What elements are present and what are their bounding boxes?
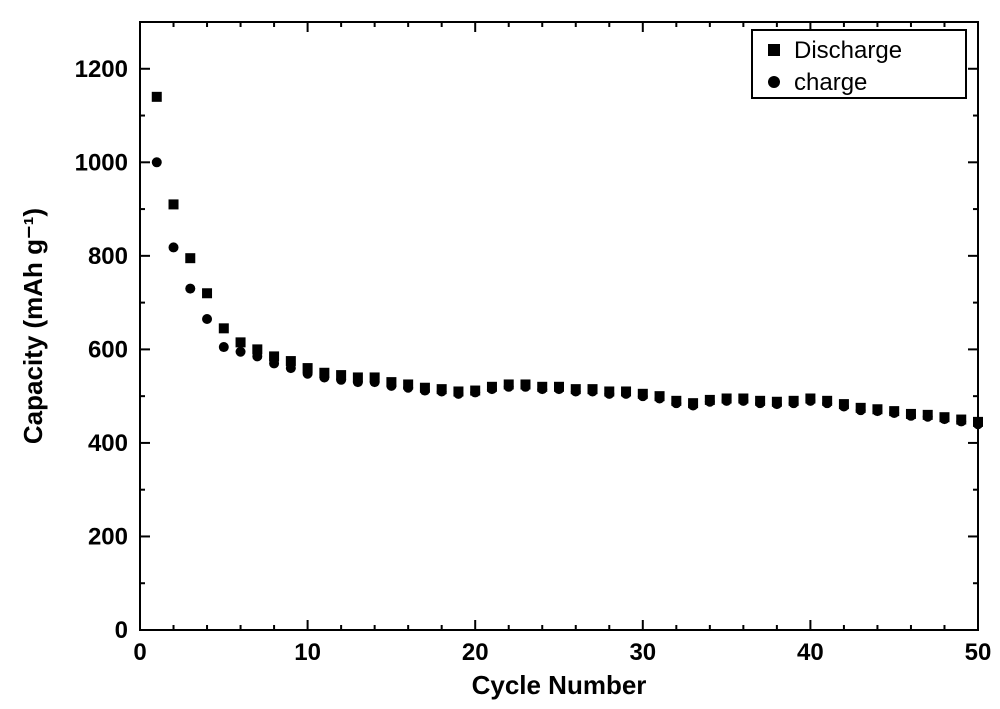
- marker-discharge: [169, 199, 179, 209]
- marker-charge: [621, 389, 631, 399]
- marker-charge: [386, 381, 396, 391]
- y-tick-label: 1000: [75, 149, 128, 176]
- marker-charge: [554, 384, 564, 394]
- x-tick-label: 50: [965, 639, 992, 666]
- marker-charge: [236, 347, 246, 357]
- legend-label: Discharge: [794, 37, 902, 64]
- marker-discharge: [219, 323, 229, 333]
- marker-charge: [671, 398, 681, 408]
- marker-charge: [437, 386, 447, 396]
- marker-discharge: [152, 92, 162, 102]
- x-tick-label: 10: [294, 639, 321, 666]
- marker-charge: [571, 386, 581, 396]
- legend-marker-square: [768, 44, 780, 56]
- marker-charge: [453, 389, 463, 399]
- marker-charge: [755, 398, 765, 408]
- marker-charge: [336, 375, 346, 385]
- marker-charge: [520, 382, 530, 392]
- marker-charge: [906, 411, 916, 421]
- y-tick-label: 1200: [75, 56, 128, 83]
- y-tick-label: 400: [88, 430, 128, 457]
- marker-charge: [370, 377, 380, 387]
- marker-charge: [688, 401, 698, 411]
- legend-marker-circle: [768, 76, 780, 88]
- marker-charge: [303, 369, 313, 379]
- marker-charge: [604, 389, 614, 399]
- marker-charge: [169, 242, 179, 252]
- x-tick-label: 40: [797, 639, 824, 666]
- marker-discharge: [185, 253, 195, 263]
- marker-charge: [856, 405, 866, 415]
- marker-charge: [638, 391, 648, 401]
- marker-charge: [537, 384, 547, 394]
- x-tick-label: 20: [462, 639, 489, 666]
- legend-label: charge: [794, 69, 867, 96]
- y-tick-label: 0: [115, 617, 128, 644]
- marker-charge: [939, 414, 949, 424]
- marker-charge: [219, 342, 229, 352]
- marker-charge: [269, 358, 279, 368]
- chart-svg: 0 10 20 30 40 50 0 200 400 600 800 1000 1200 Cycle Nu…: [0, 0, 1000, 709]
- marker-charge: [420, 386, 430, 396]
- marker-charge: [353, 377, 363, 387]
- marker-charge: [822, 398, 832, 408]
- marker-charge: [738, 396, 748, 406]
- marker-charge: [889, 408, 899, 418]
- marker-charge: [956, 416, 966, 426]
- y-axis-label: Capacity (mAh g⁻¹): [18, 208, 48, 444]
- y-tick-label: 600: [88, 336, 128, 363]
- marker-charge: [772, 399, 782, 409]
- marker-charge: [872, 406, 882, 416]
- marker-charge: [286, 363, 296, 373]
- y-tick-label: 800: [88, 243, 128, 270]
- marker-charge: [705, 397, 715, 407]
- marker-charge: [839, 401, 849, 411]
- marker-charge: [470, 387, 480, 397]
- marker-charge: [655, 393, 665, 403]
- marker-charge: [403, 383, 413, 393]
- marker-charge: [789, 398, 799, 408]
- marker-charge: [185, 284, 195, 294]
- marker-charge: [487, 384, 497, 394]
- x-axis-label: Cycle Number: [472, 670, 647, 700]
- capacity-cycle-chart: 0 10 20 30 40 50 0 200 400 600 800 1000 1200 Cycle Nu…: [0, 0, 1000, 709]
- marker-charge: [319, 372, 329, 382]
- x-tick-label: 30: [629, 639, 656, 666]
- marker-charge: [722, 396, 732, 406]
- marker-charge: [202, 314, 212, 324]
- marker-charge: [588, 386, 598, 396]
- marker-charge: [504, 382, 514, 392]
- marker-charge: [923, 412, 933, 422]
- marker-charge: [973, 419, 983, 429]
- marker-charge: [805, 396, 815, 406]
- marker-discharge: [236, 337, 246, 347]
- marker-charge: [252, 351, 262, 361]
- y-tick-label: 200: [88, 523, 128, 550]
- marker-discharge: [202, 288, 212, 298]
- marker-charge: [152, 157, 162, 167]
- x-tick-label: 0: [133, 639, 146, 666]
